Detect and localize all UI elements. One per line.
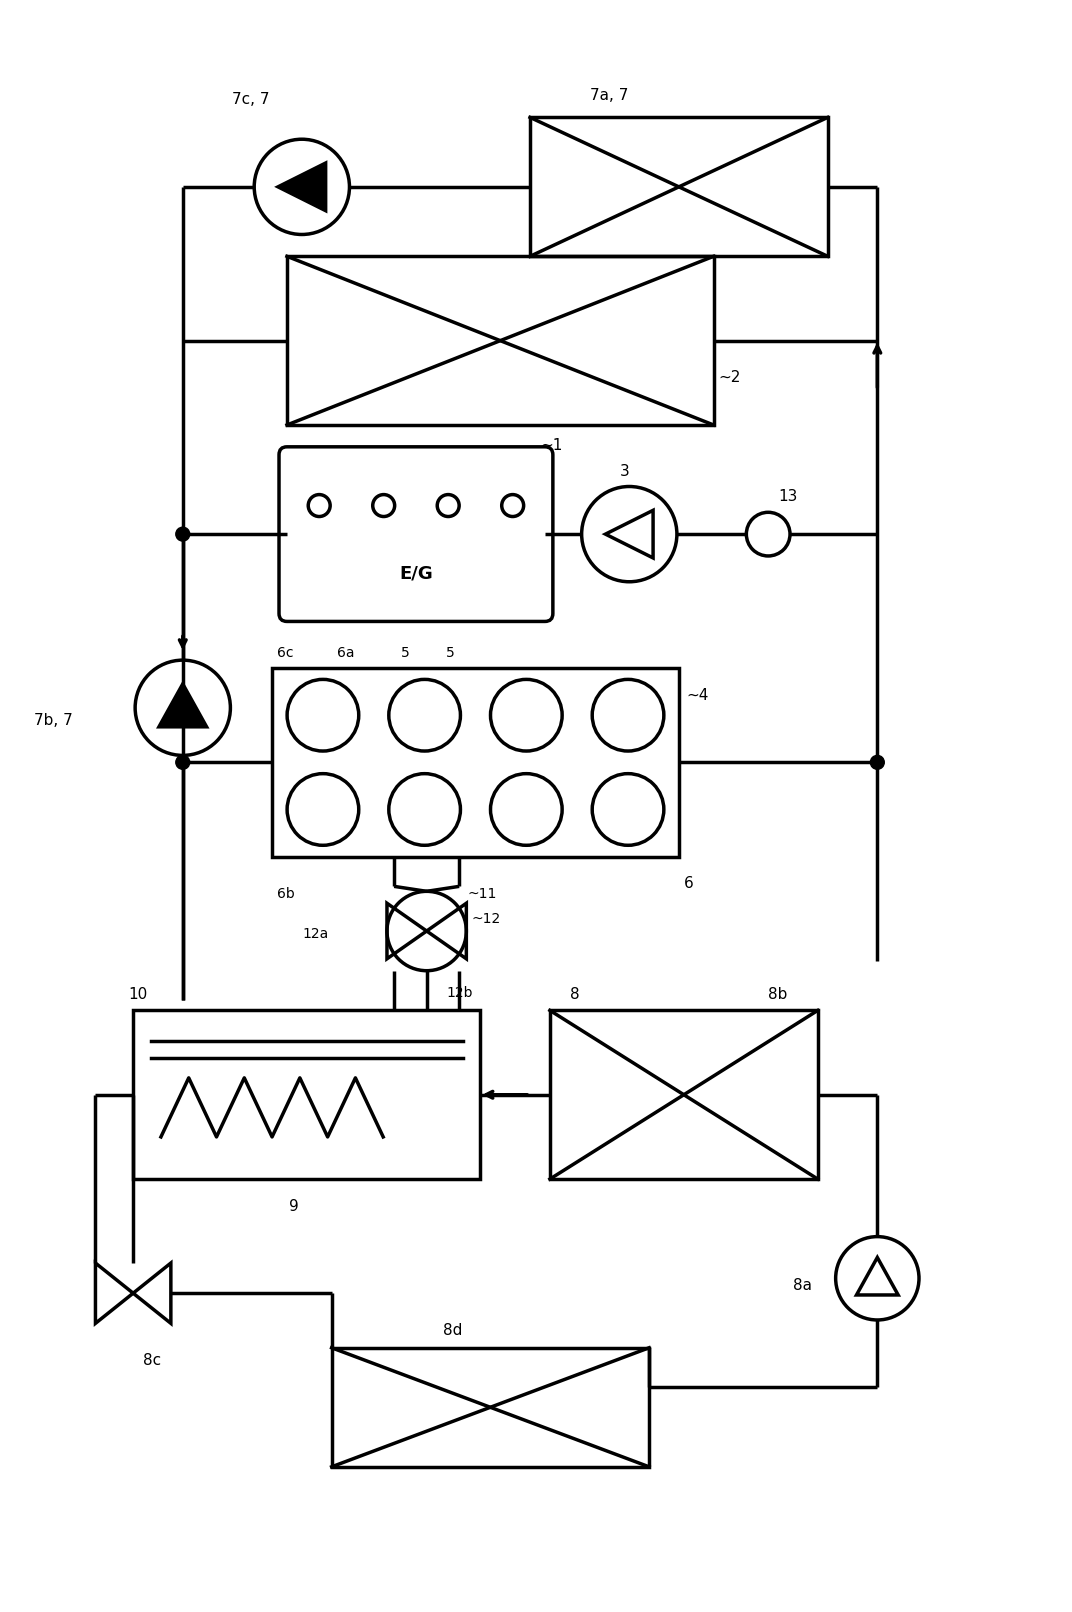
Text: 6a: 6a [337, 646, 354, 661]
Text: 10: 10 [129, 988, 148, 1003]
Text: 12a: 12a [302, 927, 329, 941]
Text: 7c, 7: 7c, 7 [233, 92, 270, 108]
Bar [530, 118, 828, 256]
Text: 13: 13 [778, 490, 798, 505]
Text: 8a: 8a [793, 1278, 812, 1293]
Bar [133, 1011, 480, 1178]
Text: 5: 5 [446, 646, 455, 661]
Text: 7a, 7: 7a, 7 [590, 87, 628, 103]
Polygon shape [278, 163, 326, 211]
Text: 6c: 6c [277, 646, 294, 661]
Circle shape [176, 756, 190, 769]
Text: ~1: ~1 [540, 438, 563, 453]
Text: 5: 5 [401, 646, 410, 661]
Text: ~11: ~11 [467, 887, 496, 901]
Text: 9: 9 [289, 1199, 299, 1214]
Text: ~12: ~12 [472, 912, 501, 925]
Text: 8b: 8b [769, 988, 788, 1003]
Text: ~2: ~2 [718, 371, 741, 385]
Text: 8c: 8c [143, 1352, 161, 1367]
Text: 6b: 6b [277, 887, 295, 901]
Bar [287, 256, 714, 426]
Text: E/G: E/G [399, 564, 433, 584]
Bar [272, 667, 679, 856]
Text: 12b: 12b [447, 987, 473, 1001]
Text: 8d: 8d [443, 1323, 462, 1338]
Circle shape [176, 527, 190, 542]
Bar [550, 1011, 818, 1178]
Text: ~4: ~4 [687, 688, 710, 703]
Circle shape [870, 756, 884, 769]
Polygon shape [159, 683, 207, 727]
Text: 6: 6 [684, 877, 694, 891]
Text: 7b, 7: 7b, 7 [34, 713, 73, 727]
Text: 3: 3 [620, 464, 629, 479]
Bar [331, 1348, 650, 1467]
Text: 8: 8 [569, 988, 579, 1003]
